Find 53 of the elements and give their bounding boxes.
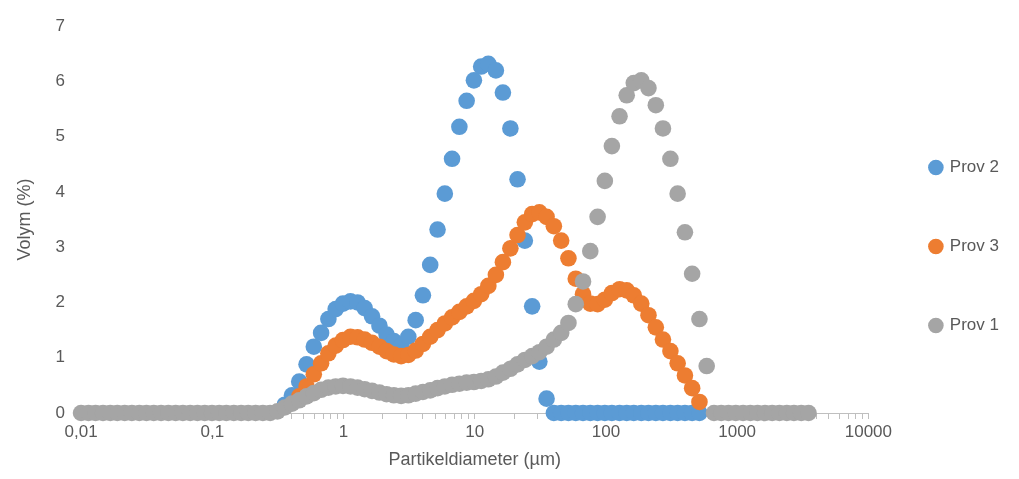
point: [691, 393, 708, 411]
point: [465, 72, 483, 89]
point: [523, 298, 541, 315]
legend-label: Prov 1: [949, 315, 1000, 335]
x-tick-label: 1000: [718, 421, 757, 441]
x-tick-label: 10: [465, 421, 485, 441]
point: [312, 324, 330, 342]
point: [502, 120, 519, 137]
point: [640, 306, 657, 324]
point: [429, 221, 446, 238]
point: [407, 311, 424, 329]
point: [676, 367, 694, 384]
point: [509, 226, 526, 244]
point: [443, 150, 461, 168]
point: [494, 84, 512, 101]
x-tick-label: 0,1: [200, 421, 225, 441]
point: [545, 217, 563, 235]
point: [494, 253, 512, 271]
x-tick-label: 10000: [844, 421, 893, 441]
x-tick-label: 100: [591, 421, 621, 441]
y-tick-label: 6: [55, 71, 66, 91]
point: [400, 328, 417, 346]
point: [552, 232, 570, 249]
point: [662, 342, 679, 360]
point: [683, 379, 701, 397]
legend-label: Prov 2: [949, 157, 1000, 177]
point: [647, 319, 665, 336]
point: [487, 62, 505, 79]
x-tick-label: 1: [338, 421, 349, 441]
point: [654, 331, 672, 348]
y-tick-label: 2: [55, 292, 66, 312]
point: [414, 287, 432, 304]
y-tick-label: 7: [55, 15, 66, 35]
point: [538, 390, 555, 407]
point: [451, 118, 468, 136]
y-tick-label: 1: [55, 347, 66, 367]
y-tick-label: 5: [55, 126, 66, 146]
legend-label: Prov 3: [949, 236, 1000, 256]
point: [487, 266, 505, 284]
y-axis-title: Volym (%): [13, 178, 34, 261]
x-tick-label: 0,01: [64, 421, 98, 441]
point: [560, 249, 577, 267]
point: [509, 170, 526, 188]
y-tick-label: 4: [55, 181, 66, 201]
point: [458, 92, 475, 110]
point: [421, 256, 439, 274]
point: [669, 354, 686, 372]
y-tick-label: 3: [55, 236, 66, 256]
x-axis-title: Partikeldiameter (µm): [388, 449, 561, 470]
point: [502, 240, 519, 257]
y-tick-label: 0: [55, 402, 66, 422]
point: [436, 185, 454, 202]
point: [305, 338, 323, 355]
